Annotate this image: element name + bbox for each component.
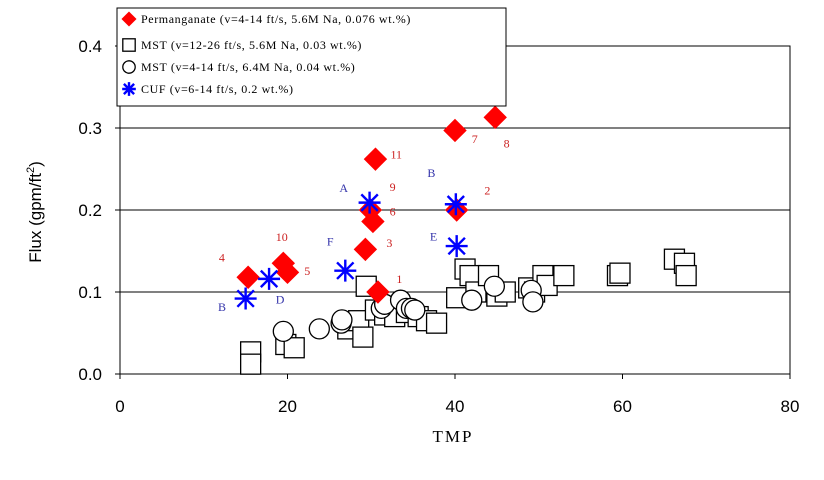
cuf-point bbox=[334, 259, 357, 282]
cuf-point bbox=[358, 191, 381, 214]
x-tick-label: 40 bbox=[446, 397, 465, 416]
annotation-label: 3 bbox=[386, 236, 392, 250]
permanganate-point bbox=[443, 118, 467, 143]
permanganate-point bbox=[361, 209, 385, 234]
legend-label: MST (v=4-14 ft/s, 6.4M Na, 0.04 wt.%) bbox=[141, 60, 355, 74]
cuf-point bbox=[258, 267, 281, 290]
mst-low-velocity-point bbox=[461, 289, 483, 311]
annotation-label: 2 bbox=[484, 183, 490, 197]
annotation-label: 1 bbox=[396, 272, 402, 286]
annotation-label: B bbox=[218, 300, 226, 314]
annotation-label: 6 bbox=[390, 205, 396, 219]
y-axis-title-close: ) bbox=[26, 161, 45, 167]
annotation-label: 4 bbox=[219, 251, 225, 265]
cuf-point bbox=[444, 193, 467, 216]
cuf-point bbox=[445, 235, 468, 258]
legend-label: MST (v=12-26 ft/s, 5.6M Na, 0.03 wt.%) bbox=[141, 38, 362, 52]
x-axis-title: TMP bbox=[433, 427, 474, 446]
annotation-label: 11 bbox=[391, 147, 403, 161]
cuf-point bbox=[234, 287, 257, 310]
x-tick-label: 60 bbox=[613, 397, 632, 416]
mst-high-velocity-point bbox=[352, 326, 374, 348]
mst-high-velocity-point bbox=[239, 353, 262, 375]
legend-label: Permanganate (v=4-14 ft/s, 5.6M Na, 0.07… bbox=[141, 12, 411, 26]
annotation-label: E bbox=[430, 229, 437, 243]
annotation-label: 7 bbox=[472, 132, 478, 146]
point-annotations: 4 10 5 3 1 9 6 11 7 8 2 B D F A B E bbox=[218, 132, 510, 314]
annotation-label: D bbox=[276, 292, 285, 306]
y-axis-title: Flux (gpm/ft2) bbox=[25, 161, 45, 263]
y-tick-label: 0.3 bbox=[78, 119, 102, 138]
annotation-label: 8 bbox=[504, 137, 510, 151]
legend-marker-mst-low-velocity bbox=[122, 60, 136, 74]
annotation-label: 10 bbox=[276, 230, 288, 244]
mst-low-velocity-point bbox=[404, 299, 426, 321]
mst-high-velocity-point bbox=[609, 262, 631, 284]
annotation-label: A bbox=[339, 181, 348, 195]
mst-high-velocity-point bbox=[553, 264, 575, 287]
mst-low-velocity-point bbox=[522, 291, 544, 313]
legend-marker-cuf bbox=[122, 82, 136, 96]
y-tick-label: 0.2 bbox=[78, 201, 102, 220]
y-axis-title-superscript: 2 bbox=[25, 167, 37, 173]
mst-low-velocity-point bbox=[483, 275, 506, 297]
x-tick-label: 80 bbox=[781, 397, 800, 416]
legend-marker-permanganate bbox=[121, 11, 137, 27]
permanganate-point bbox=[363, 147, 388, 171]
data-markers bbox=[234, 105, 697, 375]
y-tick-label: 0.4 bbox=[78, 37, 102, 56]
mst-high-velocity-point bbox=[283, 337, 305, 359]
mst-low-velocity-point bbox=[308, 318, 330, 340]
y-tick-label: 0.0 bbox=[78, 365, 102, 384]
permanganate-point bbox=[236, 265, 260, 289]
legend-label: CUF (v=6-14 ft/s, 0.2 wt.%) bbox=[141, 82, 294, 96]
legend: Permanganate (v=4-14 ft/s, 5.6M Na, 0.07… bbox=[116, 7, 507, 107]
permanganate-point bbox=[366, 280, 390, 304]
permanganate-point bbox=[353, 237, 378, 262]
mst-high-velocity-point bbox=[675, 264, 697, 287]
legend-marker-mst-high-velocity bbox=[122, 38, 136, 52]
tick-labels: 0.0 0.1 0.2 0.3 0.4 0 20 40 60 80 bbox=[78, 37, 799, 416]
permanganate-point bbox=[483, 105, 507, 130]
annotation-label: 5 bbox=[304, 264, 310, 278]
legend-box bbox=[116, 7, 507, 107]
annotation-label: B bbox=[427, 166, 435, 180]
permanganate-point bbox=[275, 260, 300, 285]
x-tick-label: 0 bbox=[115, 397, 124, 416]
y-axis-title-main: Flux (gpm/ft bbox=[26, 173, 45, 263]
annotation-label: 9 bbox=[390, 180, 396, 194]
mst-high-velocity-point bbox=[425, 312, 448, 334]
legend-items: Permanganate (v=4-14 ft/s, 5.6M Na, 0.07… bbox=[121, 11, 411, 96]
mst-low-velocity-point bbox=[331, 309, 353, 331]
x-tick-label: 20 bbox=[278, 397, 297, 416]
annotation-label: F bbox=[327, 234, 334, 248]
y-tick-label: 0.1 bbox=[78, 283, 102, 302]
mst-low-velocity-point bbox=[272, 320, 294, 343]
